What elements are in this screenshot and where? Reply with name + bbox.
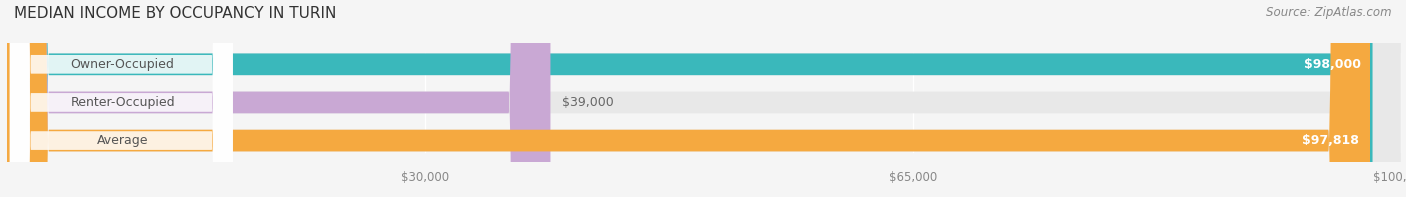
Text: Owner-Occupied: Owner-Occupied xyxy=(70,58,174,71)
Text: Renter-Occupied: Renter-Occupied xyxy=(70,96,174,109)
FancyBboxPatch shape xyxy=(7,0,550,197)
Text: $97,818: $97,818 xyxy=(1302,134,1358,147)
FancyBboxPatch shape xyxy=(10,0,233,197)
Text: $98,000: $98,000 xyxy=(1305,58,1361,71)
FancyBboxPatch shape xyxy=(10,0,233,197)
Text: $39,000: $39,000 xyxy=(561,96,613,109)
FancyBboxPatch shape xyxy=(10,0,233,197)
Text: Source: ZipAtlas.com: Source: ZipAtlas.com xyxy=(1267,6,1392,19)
FancyBboxPatch shape xyxy=(7,0,1400,197)
Text: MEDIAN INCOME BY OCCUPANCY IN TURIN: MEDIAN INCOME BY OCCUPANCY IN TURIN xyxy=(14,6,336,21)
Text: Average: Average xyxy=(97,134,149,147)
FancyBboxPatch shape xyxy=(7,0,1369,197)
FancyBboxPatch shape xyxy=(7,0,1400,197)
FancyBboxPatch shape xyxy=(7,0,1372,197)
FancyBboxPatch shape xyxy=(7,0,1400,197)
